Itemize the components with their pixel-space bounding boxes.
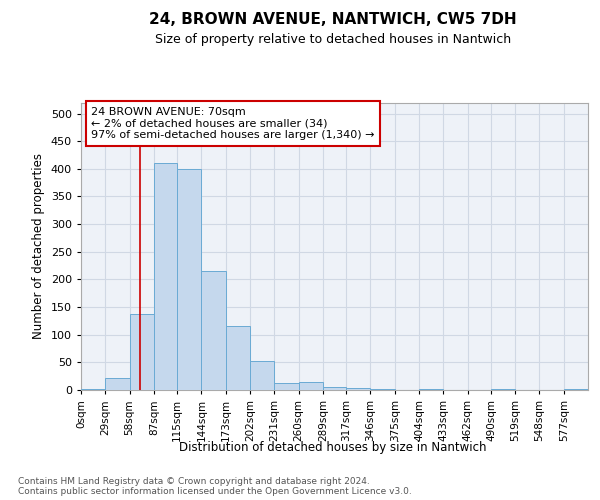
Text: Distribution of detached houses by size in Nantwich: Distribution of detached houses by size … <box>179 441 487 454</box>
Text: 24, BROWN AVENUE, NANTWICH, CW5 7DH: 24, BROWN AVENUE, NANTWICH, CW5 7DH <box>149 12 517 28</box>
Bar <box>105 378 130 390</box>
Bar <box>250 361 274 390</box>
Y-axis label: Number of detached properties: Number of detached properties <box>32 153 45 340</box>
Bar <box>299 382 323 390</box>
Bar <box>202 271 226 390</box>
Bar <box>154 164 177 390</box>
Text: Size of property relative to detached houses in Nantwich: Size of property relative to detached ho… <box>155 32 511 46</box>
Bar <box>226 326 250 390</box>
Bar <box>274 384 299 390</box>
Bar <box>177 169 202 390</box>
Bar <box>81 389 105 390</box>
Text: 24 BROWN AVENUE: 70sqm
← 2% of detached houses are smaller (34)
97% of semi-deta: 24 BROWN AVENUE: 70sqm ← 2% of detached … <box>91 107 374 140</box>
Bar <box>346 388 370 390</box>
Text: Contains public sector information licensed under the Open Government Licence v3: Contains public sector information licen… <box>18 486 412 496</box>
Text: Contains HM Land Registry data © Crown copyright and database right 2024.: Contains HM Land Registry data © Crown c… <box>18 476 370 486</box>
Bar <box>130 314 154 390</box>
Bar <box>323 386 346 390</box>
